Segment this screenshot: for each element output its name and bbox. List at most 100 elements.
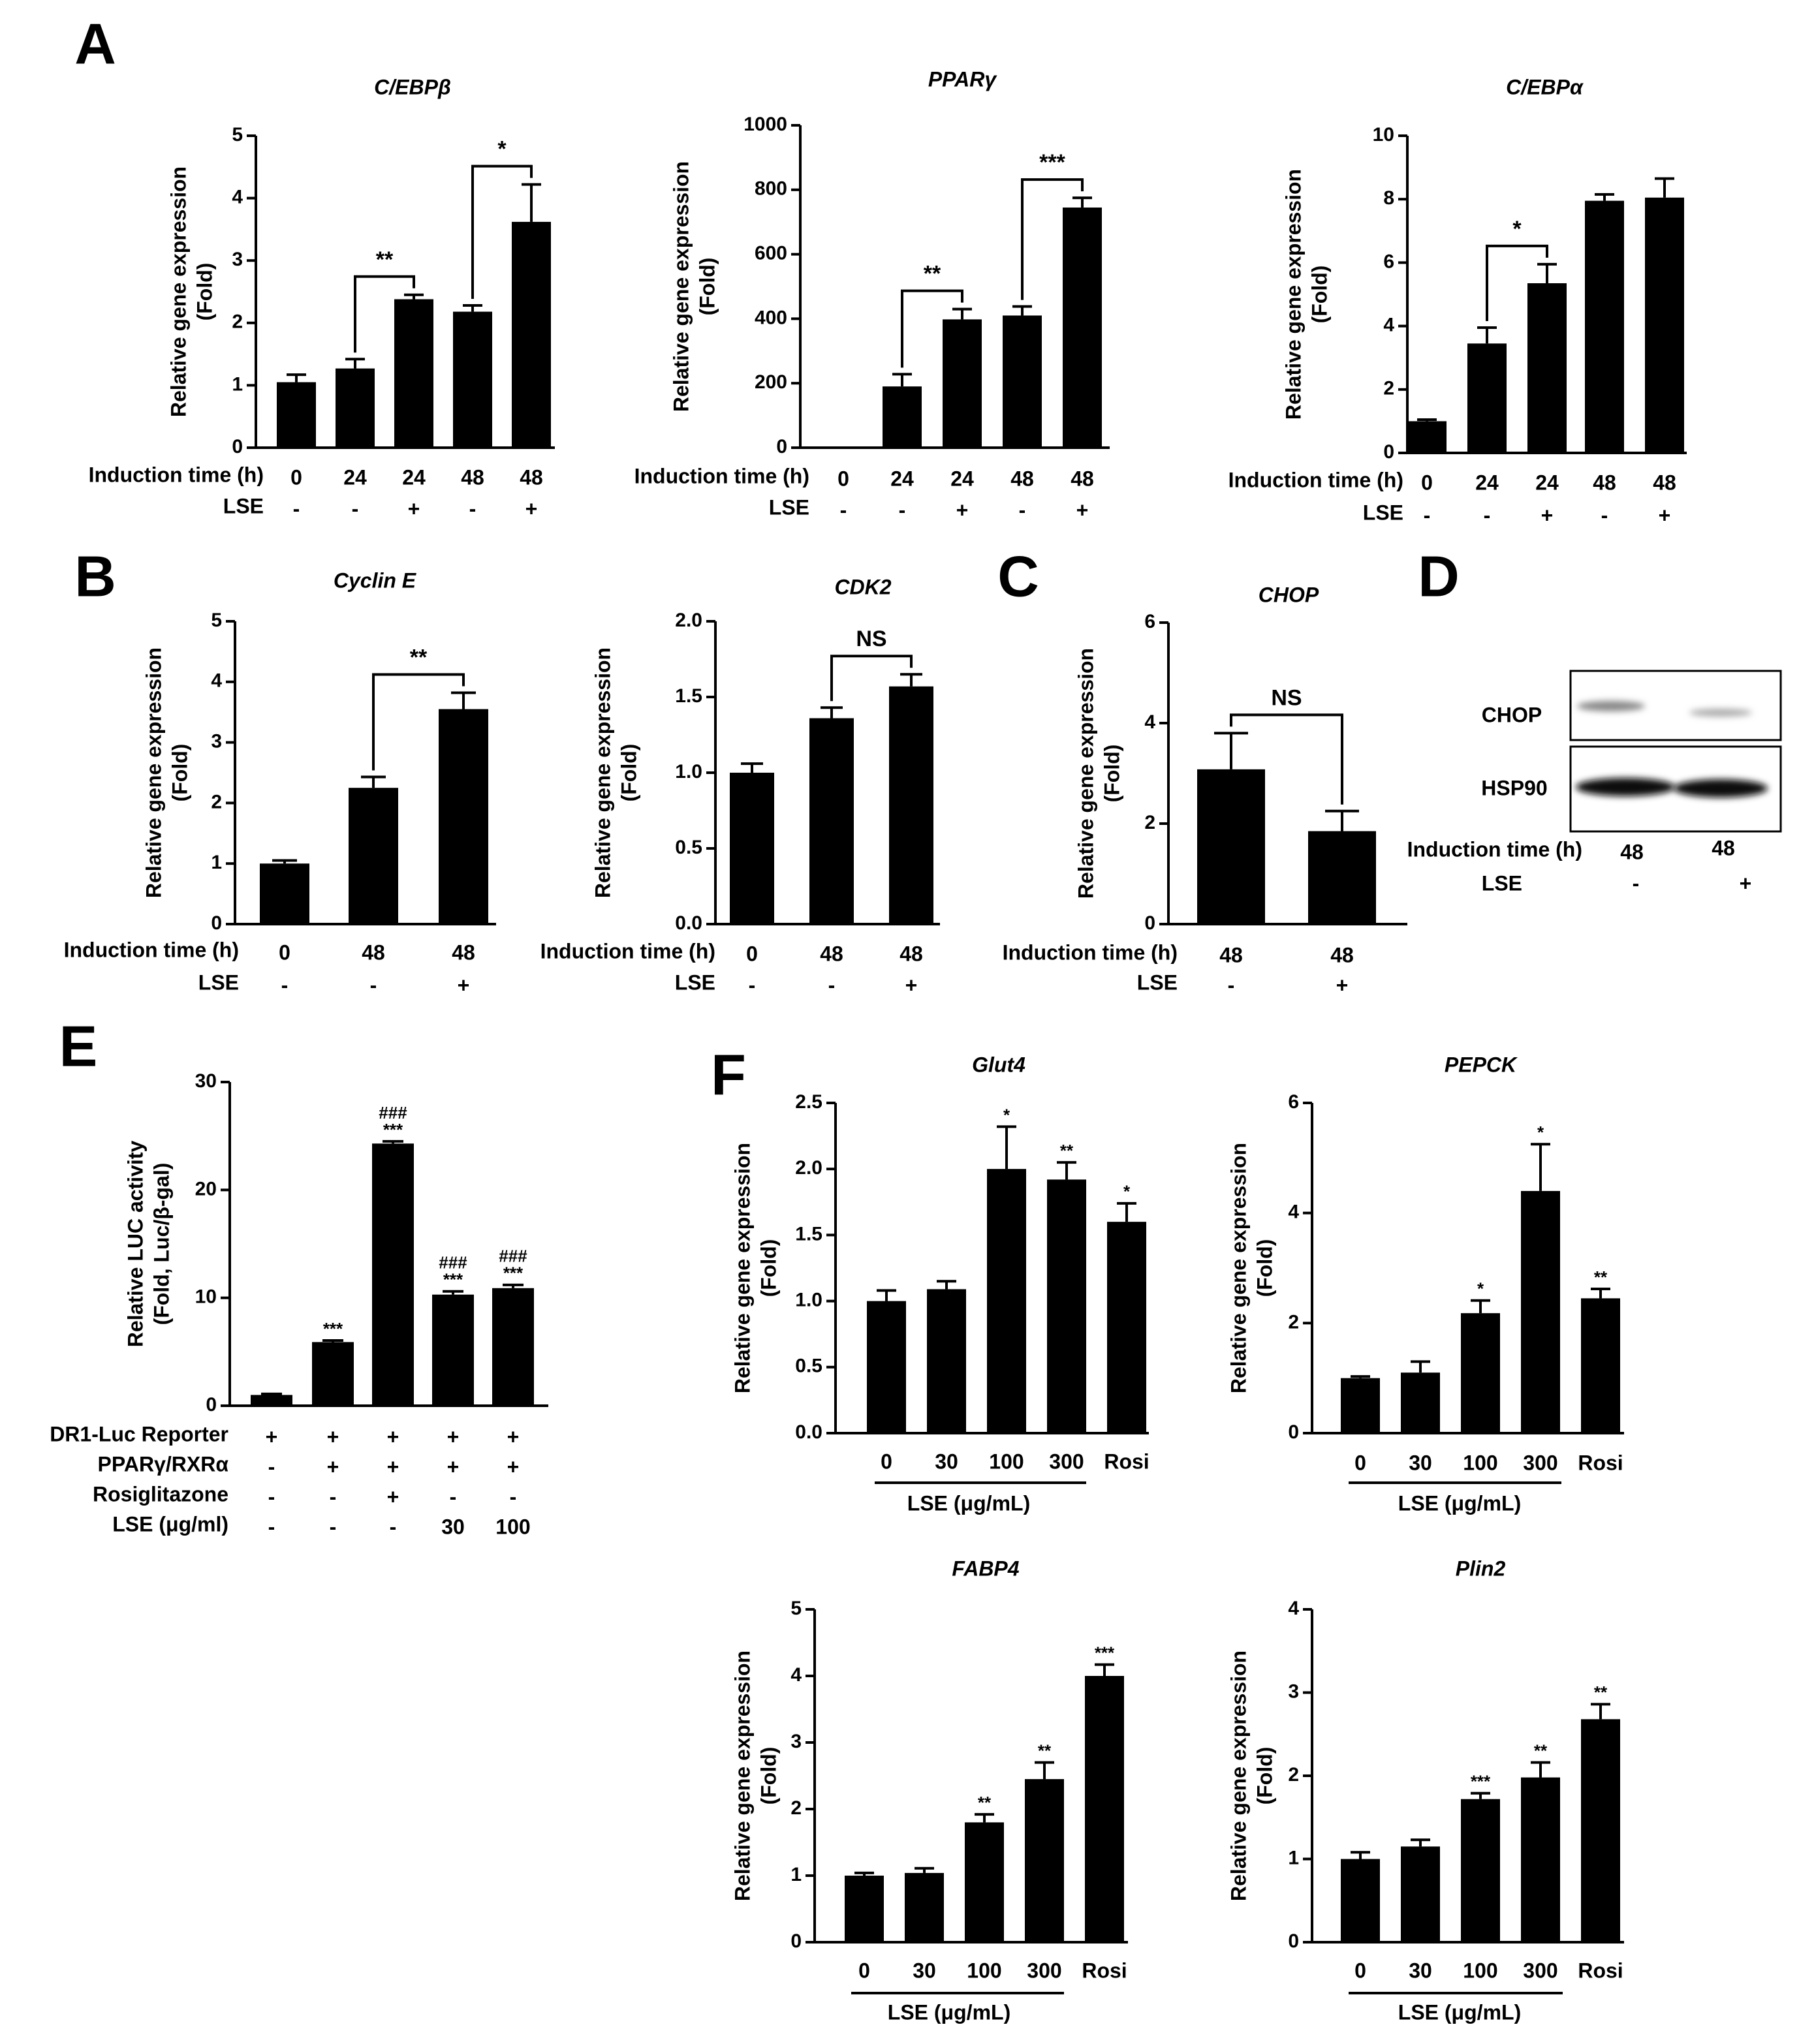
bar — [883, 386, 922, 448]
bar — [1341, 1859, 1380, 1942]
row-value: 24 — [343, 465, 367, 489]
bar — [1581, 1719, 1620, 1942]
chart-title: C/EBPβ — [374, 75, 451, 99]
row-value: - — [370, 973, 377, 997]
row-value: 48 — [1010, 467, 1034, 490]
y-tick-label: 2 — [1288, 1311, 1299, 1333]
y-tick-label: 2 — [1288, 1764, 1299, 1786]
y-tick-label: 2 — [211, 791, 222, 813]
y-tick-label: 4 — [1144, 711, 1155, 733]
row-value: - — [1601, 503, 1608, 527]
row-value: + — [387, 1455, 399, 1478]
significance-label: * — [1123, 1182, 1131, 1201]
significance-label: ### — [379, 1103, 407, 1123]
y-tick-label: 1 — [1288, 1847, 1299, 1868]
y-tick-label: 4 — [232, 187, 243, 208]
y-tick-label: 0.5 — [675, 837, 702, 858]
x-tick-label: 100 — [967, 1959, 1001, 1982]
row-value: + — [447, 1425, 460, 1448]
x-axis-label: LSE (μg/mL) — [888, 2000, 1010, 2024]
comparison-label: ** — [376, 247, 394, 272]
chart-title: PEPCK — [1445, 1053, 1518, 1076]
bar — [453, 311, 492, 448]
y-tick-label: 5 — [232, 124, 243, 146]
row-value: 48 — [452, 940, 475, 964]
x-tick-label: 0 — [858, 1959, 870, 1982]
row-value: + — [1740, 871, 1752, 895]
row-value: + — [408, 497, 420, 520]
row-value: 48 — [1330, 943, 1354, 967]
bar — [1401, 1372, 1440, 1433]
significance-label: ** — [1060, 1141, 1074, 1160]
y-tick-label: 4 — [1288, 1201, 1299, 1223]
y-tick-label: 4 — [790, 1664, 802, 1686]
y-tick-label: 0 — [1383, 441, 1394, 463]
row-value: - — [450, 1485, 457, 1508]
row-label: Induction time (h) — [1003, 940, 1178, 964]
significance-label: * — [1537, 1123, 1544, 1142]
y-tick-label: 4 — [211, 670, 222, 692]
row-value: 48 — [1219, 943, 1243, 967]
y-axis-label: (Fold) — [695, 258, 719, 316]
row-label: LSE — [198, 970, 239, 994]
significance-bracket — [1021, 178, 1084, 300]
row-value: - — [352, 497, 359, 520]
bar — [492, 1288, 534, 1406]
x-tick-label: 30 — [913, 1959, 936, 1982]
y-axis-label: (Fold) — [168, 744, 191, 802]
bar — [1461, 1799, 1500, 1942]
y-tick-label: 2.5 — [795, 1091, 822, 1113]
x-tick-label: 300 — [1049, 1449, 1084, 1473]
row-value: + — [905, 973, 918, 997]
significance-label: *** — [503, 1263, 524, 1283]
chart-title: Glut4 — [972, 1053, 1025, 1076]
comparison-label: NS — [1271, 685, 1302, 710]
significance-label: * — [1003, 1105, 1010, 1124]
bar — [372, 1143, 414, 1406]
row-value: - — [1484, 503, 1491, 527]
y-tick-label: 1000 — [743, 114, 787, 135]
x-tick-label: Rosi — [1104, 1449, 1149, 1473]
blot-band — [1577, 701, 1645, 711]
chart-title: CHOP — [1259, 583, 1319, 606]
row-value: - — [828, 973, 836, 997]
bar — [927, 1289, 966, 1433]
significance-bracket — [471, 164, 533, 300]
blot-band — [1674, 779, 1768, 797]
significance-label: ** — [978, 1793, 992, 1812]
y-axis-label: (Fold) — [193, 263, 216, 321]
bar — [943, 319, 982, 448]
bar — [867, 1301, 906, 1433]
row-value: - — [510, 1485, 517, 1508]
significance-bracket — [830, 655, 913, 702]
x-tick-label: Rosi — [1082, 1959, 1127, 1982]
row-value: 48 — [1593, 471, 1616, 494]
y-tick-label: 400 — [755, 307, 787, 328]
bar — [987, 1169, 1026, 1433]
row-label: LSE — [223, 494, 264, 518]
row-value: 0 — [290, 465, 302, 489]
bar — [1308, 831, 1376, 924]
row-value: + — [1541, 503, 1554, 527]
y-tick-label: 5 — [790, 1598, 802, 1619]
y-tick-label: 0 — [206, 1394, 217, 1416]
significance-label: ### — [499, 1247, 527, 1266]
row-value: 24 — [1535, 471, 1559, 494]
bar — [277, 382, 316, 448]
row-value: 0 — [1421, 471, 1433, 494]
row-value: 48 — [1653, 471, 1676, 494]
row-value: 48 — [1071, 467, 1094, 490]
chart-title: PPARγ — [928, 67, 998, 91]
bar — [1197, 769, 1265, 924]
bar — [1063, 207, 1102, 448]
row-value: 30 — [441, 1515, 465, 1538]
x-tick-label: 300 — [1027, 1959, 1061, 1982]
row-label: PPARγ/RXRα — [98, 1452, 229, 1476]
row-value: 100 — [495, 1515, 530, 1538]
row-value: 48 — [1712, 836, 1735, 859]
row-value: + — [447, 1455, 460, 1478]
y-axis-label: Relative gene expression — [166, 166, 190, 417]
row-value: - — [840, 498, 847, 521]
